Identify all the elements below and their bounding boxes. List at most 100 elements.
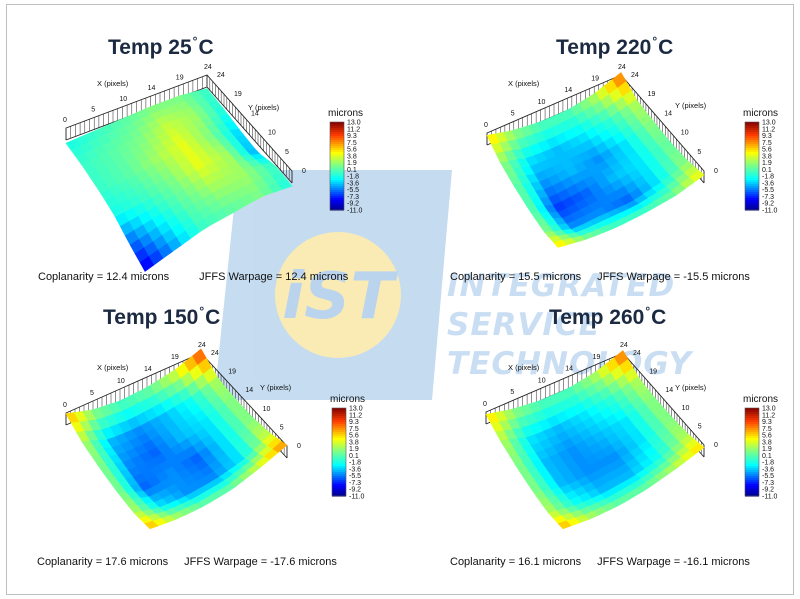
surface-plot-temp-25: 0 5 10 14 19 24 24 19 14 10 5 0 X (pixels) Y (pixels)…: [63, 64, 363, 272]
title-prefix: Temp 260: [549, 306, 645, 329]
colorbar-tick-label: 7.5: [347, 140, 357, 147]
colorbar-tick-label: 0.1: [347, 167, 357, 174]
title-prefix: Temp 25: [108, 36, 192, 59]
y-tick-label: 24: [631, 72, 639, 79]
x-tick-label: 10: [538, 99, 546, 106]
colorbar-tick-label: 0.1: [762, 453, 772, 460]
warpage-surface: [485, 350, 705, 530]
colorbar-tick-label: -5.5: [762, 187, 774, 194]
y-tick-label: 0: [714, 442, 718, 449]
colorbar-tick-label: 11.2: [349, 412, 362, 419]
x-tick-label: 10: [119, 96, 127, 103]
colorbar: [331, 407, 347, 497]
degree-icon: °: [652, 34, 658, 48]
x-tick-label: 14: [148, 85, 156, 92]
x-tick-label: 24: [204, 64, 212, 71]
x-tick-label: 24: [198, 342, 206, 349]
title-suffix: C: [658, 36, 674, 59]
colorbar-tick-label: 5.6: [762, 433, 772, 440]
colorbar-tick-label: 13.0: [762, 120, 776, 127]
surface-plot-temp-220: 0 5 10 14 19 24 24 19 14 10 5 0 X (pixels) Y (pixels)…: [484, 64, 778, 248]
y-tick-label: 10: [268, 130, 276, 137]
colorbar-tick-label: -11.0: [762, 494, 778, 501]
x-tick-label: 5: [91, 106, 95, 113]
colorbar-tick-label: -11.0: [762, 208, 778, 215]
degree-icon: °: [199, 304, 205, 318]
colorbar-tick-label: -9.2: [349, 487, 361, 494]
x-tick-label: 19: [591, 76, 599, 83]
colorbar-tick-label: 0.1: [349, 453, 359, 460]
y-tick-label: 19: [228, 369, 236, 376]
stats-row: Coplanarity = 16.1 microns JFFS Warpage =…: [450, 556, 750, 568]
stats-row: Coplanarity = 15.5 microns JFFS Warpage =…: [450, 271, 750, 283]
x-tick-label: 0: [483, 401, 487, 408]
colorbar-tick-label: 3.8: [762, 153, 772, 160]
stats-row: Coplanarity = 12.4 microns JFFS Warpage =…: [38, 271, 348, 283]
warpage-value: JFFS Warpage = -15.5 microns: [597, 271, 750, 283]
colorbar-tick-label: 9.3: [762, 419, 772, 426]
colorbar-title: microns: [328, 108, 363, 119]
title-suffix: C: [651, 306, 667, 329]
x-axis-label: X (pixels): [97, 79, 129, 88]
x-tick-label: 24: [618, 64, 626, 71]
y-tick-label: 5: [698, 424, 702, 431]
colorbar-tick-label: -7.3: [762, 480, 774, 487]
colorbar: [744, 407, 760, 497]
y-axis-label: Y (pixels): [260, 383, 292, 392]
y-tick-label: 19: [649, 368, 657, 375]
y-tick-label: 5: [280, 424, 284, 431]
y-tick-label: 24: [211, 350, 219, 357]
colorbar-tick-label: -9.2: [347, 201, 359, 208]
coplanarity-value: Coplanarity = 12.4 microns: [38, 271, 170, 283]
warpage-surface: [486, 72, 705, 248]
colorbar-tick-label: -7.3: [349, 480, 361, 487]
colorbar-tick-label: -3.6: [762, 180, 774, 187]
title-suffix: C: [198, 36, 214, 59]
colorbar-tick-label: 9.3: [347, 133, 357, 140]
panel-temp-220: Temp 220°C 0 5 10 14 19 24 24 19 14 10 5 0 X (pixels…: [413, 0, 800, 299]
x-tick-label: 0: [63, 117, 67, 124]
y-tick-label: 19: [234, 91, 242, 98]
warpage-value: JFFS Warpage = -16.1 microns: [597, 556, 750, 568]
colorbar-tick-label: 5.6: [762, 147, 772, 154]
x-tick-label: 14: [565, 366, 573, 373]
colorbar: [744, 121, 760, 211]
y-axis-label: Y (pixels): [675, 383, 707, 392]
y-tick-label: 14: [245, 387, 253, 394]
warpage-value: JFFS Warpage = -17.6 microns: [184, 556, 337, 568]
colorbar-tick-label: 11.2: [762, 126, 775, 133]
y-tick-label: 10: [682, 405, 690, 412]
x-tick-label: 0: [63, 402, 67, 409]
stats-row: Coplanarity = 17.6 microns JFFS Warpage =…: [37, 556, 337, 568]
coplanarity-value: Coplanarity = 16.1 microns: [450, 556, 582, 568]
panel-title: Temp 25°C: [108, 34, 214, 60]
y-tick-label: 24: [217, 72, 225, 79]
y-tick-label: 0: [302, 168, 306, 175]
x-tick-label: 10: [117, 378, 125, 385]
colorbar-tick-label: 7.5: [762, 426, 772, 433]
x-tick-label: 24: [620, 342, 628, 349]
x-tick-label: 19: [171, 354, 179, 361]
y-tick-label: 14: [664, 110, 672, 117]
y-tick-label: 10: [681, 130, 689, 137]
coplanarity-value: Coplanarity = 15.5 microns: [450, 271, 582, 283]
colorbar-tick-label: 5.6: [349, 433, 359, 440]
x-axis-label: X (pixels): [508, 363, 540, 372]
colorbar-tick-label: -11.0: [347, 208, 363, 215]
y-tick-label: 0: [714, 168, 718, 175]
colorbar-tick-label: -3.6: [762, 466, 774, 473]
colorbar-tick-label: 13.0: [347, 120, 361, 127]
colorbar-tick-label: -1.8: [349, 460, 361, 467]
colorbar-tick-label: 9.3: [349, 419, 359, 426]
surface-plot-temp-150: 0 5 10 14 19 24 24 19 14 10 5 0 X (pixels) Y (pixels)…: [63, 342, 365, 530]
panel-title: Temp 220°C: [556, 34, 674, 60]
degree-icon: °: [645, 304, 651, 318]
panel-title: Temp 260°C: [549, 304, 667, 330]
colorbar-tick-label: -1.8: [347, 174, 359, 181]
title-suffix: C: [205, 306, 221, 329]
colorbar-tick-label: 7.5: [349, 426, 359, 433]
colorbar-tick-label: -7.3: [762, 194, 774, 201]
warpage-surface: [65, 348, 288, 530]
colorbar-tick-label: 13.0: [349, 406, 363, 413]
warpage-value: JFFS Warpage = 12.4 microns: [199, 271, 349, 283]
